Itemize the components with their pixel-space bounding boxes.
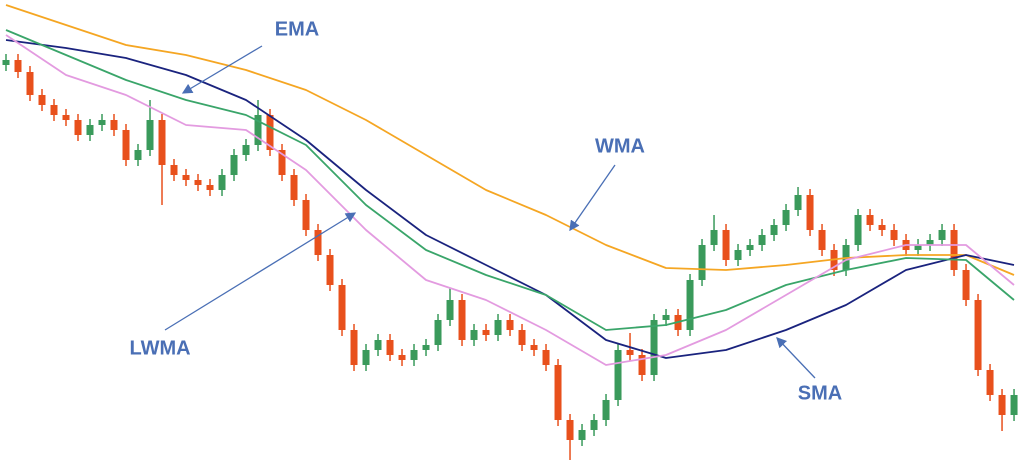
candle-body — [698, 245, 706, 280]
candle-body — [314, 230, 322, 255]
candle-body — [566, 420, 574, 440]
candle-body — [938, 230, 946, 240]
annotation-label: LWMA — [129, 337, 190, 359]
candle-body — [134, 150, 142, 160]
candle-body — [218, 175, 226, 190]
candle-body — [14, 60, 22, 72]
candle-body — [782, 210, 790, 225]
candle-body — [530, 345, 538, 350]
candle-body — [254, 115, 262, 145]
candle-body — [986, 370, 994, 395]
candle-body — [338, 285, 346, 330]
candle-body — [386, 340, 394, 355]
candle-body — [434, 320, 442, 345]
candle-body — [746, 245, 754, 250]
candle-body — [962, 270, 970, 300]
candle-body — [662, 315, 670, 320]
candle-body — [770, 225, 778, 235]
candle-body — [278, 150, 286, 175]
candle-body — [458, 300, 466, 340]
candle-body — [758, 235, 766, 245]
candle-body — [266, 115, 274, 150]
annotation-label: WMA — [595, 135, 645, 157]
candle-body — [818, 230, 826, 250]
ma-line — [5, 4, 1015, 276]
candle-body — [854, 215, 862, 245]
annotation-arrow — [181, 45, 263, 94]
candle-body — [290, 175, 298, 200]
candle-body — [230, 155, 238, 175]
candle-body — [614, 350, 622, 400]
candle-body — [590, 420, 598, 430]
candle-body — [1010, 395, 1018, 415]
candle-body — [38, 95, 46, 105]
candle-body — [554, 365, 562, 420]
candle-body — [578, 430, 586, 440]
annotation-arrow — [164, 212, 357, 331]
moving-averages — [5, 4, 1015, 366]
ma-line — [5, 34, 1015, 366]
candle-body — [602, 400, 610, 420]
candle-body — [362, 350, 370, 365]
candle-body — [194, 180, 202, 185]
annotation-label: SMA — [798, 382, 842, 404]
candle-body — [410, 350, 418, 360]
candle-body — [158, 120, 166, 165]
candles — [2, 54, 1018, 460]
candle-body — [26, 72, 34, 95]
candle-body — [110, 120, 118, 130]
candle-body — [98, 120, 106, 125]
candle-body — [722, 230, 730, 260]
candle-body — [542, 350, 550, 365]
candle-body — [170, 165, 178, 175]
candle-body — [422, 345, 430, 350]
candle-body — [878, 225, 886, 230]
candle-body — [866, 215, 874, 225]
candle-body — [974, 300, 982, 370]
ma-line — [5, 29, 1015, 331]
candle-body — [374, 340, 382, 350]
candle-body — [242, 145, 250, 155]
candle-body — [650, 320, 658, 375]
candle-body — [638, 355, 646, 375]
candle-body — [914, 245, 922, 250]
candle-body — [506, 320, 514, 330]
candle-body — [50, 105, 58, 115]
candle-body — [518, 330, 526, 345]
candle-body — [302, 200, 310, 230]
ma-line — [5, 39, 1015, 359]
candle-body — [950, 230, 958, 270]
candle-body — [710, 230, 718, 245]
candle-body — [806, 195, 814, 230]
candle-body — [446, 300, 454, 320]
candle-body — [122, 130, 130, 160]
annotations: WMA SMA EMA LWMA — [129, 18, 842, 404]
annotation-label: EMA — [275, 18, 319, 40]
candle-body — [86, 125, 94, 135]
candle-body — [182, 175, 190, 180]
candle-body — [482, 330, 490, 335]
candle-body — [494, 320, 502, 335]
candle-body — [734, 250, 742, 260]
annotation-arrow — [776, 337, 816, 379]
candle-body — [2, 60, 10, 65]
candle-body — [794, 195, 802, 210]
candle-body — [398, 355, 406, 360]
candle-body — [206, 185, 214, 190]
candle-body — [926, 240, 934, 245]
candle-body — [890, 230, 898, 240]
candle-body — [686, 280, 694, 330]
annotation-arrow — [569, 164, 616, 232]
candle-body — [998, 395, 1006, 415]
candle-body — [350, 330, 358, 365]
candle-body — [146, 120, 154, 150]
candle-body — [326, 255, 334, 285]
candle-body — [74, 120, 82, 135]
candle-body — [626, 350, 634, 355]
candle-body — [62, 115, 70, 120]
candle-body — [470, 330, 478, 340]
